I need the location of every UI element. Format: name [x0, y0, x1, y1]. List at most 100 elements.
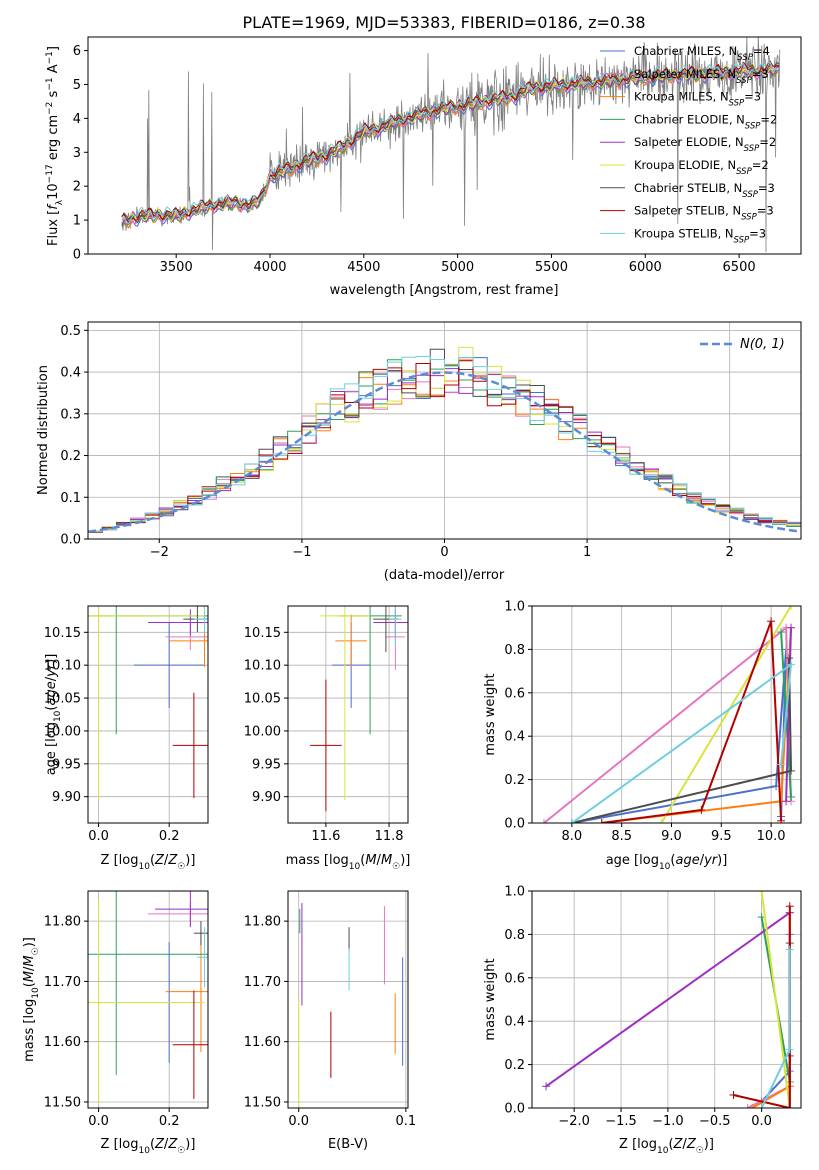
label-part: 10 [138, 862, 150, 872]
legend-entry: Chabrier STELIB, NSSP=3 [634, 181, 775, 200]
x-tick-label: −1.0 [652, 1114, 684, 1129]
label-part: yr [703, 853, 719, 868]
y-tick-label: 10.10 [44, 659, 81, 674]
x-tick-label: 4000 [253, 260, 286, 275]
y-tick-label: 1.0 [504, 885, 525, 900]
legend-text: Kroupa STELIB, N [634, 226, 734, 240]
weight_vs_age-panel: 8.0 8.5 9.0 9.5 10.0 0.0 0.2 0.4 0.6 0.8 1.0 [504, 600, 802, 844]
x-tick-label: 0 [440, 545, 448, 560]
y-tick-label: 1 [73, 214, 81, 229]
label-part: −1 [45, 51, 55, 64]
y-tick-label: 0.4 [60, 366, 81, 381]
label-part: ( [668, 1137, 673, 1152]
errorbar-point [172, 990, 208, 1099]
label-part: mass [log [286, 853, 349, 868]
plot-content [88, 606, 208, 800]
y-tick-label: 0.2 [60, 449, 81, 464]
x-tick-label: 1 [583, 545, 591, 560]
x-tick-label: 6000 [629, 260, 662, 275]
legend-tail: =3 [749, 226, 766, 240]
legend-entry: Kroupa MILES, NSSP=3 [634, 90, 761, 109]
legend-text: Kroupa ELODIE, N [634, 158, 736, 172]
y-tick-label: 3 [73, 146, 81, 161]
y-tick-label: 10.15 [244, 626, 281, 641]
label-part: 10 [31, 987, 41, 999]
axes-frame [87, 36, 802, 255]
y-tick-label: 0.3 [60, 407, 81, 422]
errorbar-point [88, 900, 205, 1105]
normal-curve [88, 371, 801, 533]
legend-sub: SSP [742, 190, 758, 200]
label-part: Z [686, 1137, 697, 1152]
legend-sub: SSP [734, 235, 750, 245]
x-tick-label: −0.5 [699, 1114, 731, 1129]
y-tick-label: 10.05 [244, 692, 281, 707]
label-part: λ [55, 199, 65, 205]
legend-text: Chabrier ELODIE, N [634, 112, 745, 126]
legend-text: Chabrier MILES, N [634, 44, 737, 58]
x-tick-label: 0.0 [88, 1114, 109, 1129]
legend-sub: SSP [741, 213, 757, 223]
y-tick-label: 1.0 [504, 600, 525, 615]
legend-text: Salpeter STELIB, N [634, 204, 741, 218]
errorbar-point [389, 606, 402, 646]
x-axis-label: Z [log10(Z/Z☉)] [619, 1137, 714, 1156]
plot-area [288, 891, 408, 1108]
label-part: )] [704, 1137, 714, 1152]
y-tick-label: 0.8 [504, 643, 525, 658]
label-part: mass [log [22, 999, 37, 1062]
x-tick-label: 11.8 [375, 829, 404, 844]
x-axis-label: age [log10(age/yr)] [606, 853, 728, 872]
x-tick-label: 9.5 [711, 829, 732, 844]
y-tick-label: 9.95 [252, 757, 281, 772]
y-tick-label: 9.90 [52, 790, 81, 805]
plot-area [532, 606, 801, 823]
errorbar-point [319, 606, 371, 800]
label-part: / [682, 1137, 687, 1152]
label-part: M [22, 955, 37, 966]
y-tick-label: 0.8 [504, 928, 525, 943]
age_vs_Z-panel: 0.0 0.2 9.90 9.95 10.00 10.05 10.10 10.15 [44, 605, 209, 844]
legend-text: Chabrier STELIB, N [634, 181, 742, 195]
label-part: age [675, 853, 699, 868]
label-part: )] [22, 937, 37, 947]
label-part: age [log [44, 722, 59, 775]
mass-ebv-panel: 0.0 0.1 11.50 11.60 11.70 11.80 [244, 890, 416, 1129]
legend-text: Kroupa MILES, N [634, 90, 729, 104]
y-tick-label: 11.50 [44, 1095, 81, 1110]
label-part: age [log [606, 853, 659, 868]
label-part: M [381, 853, 392, 868]
axes-frame [87, 890, 209, 1109]
label-part: Z [154, 1137, 165, 1152]
x-axis-label: mass [log10(M/M☉)] [286, 853, 411, 872]
label-part: 10 [349, 862, 361, 872]
label-part: ☉ [392, 862, 400, 872]
label-part: / [44, 676, 59, 681]
label-part: )] [400, 853, 410, 868]
errorbar-point [165, 931, 208, 1052]
label-part: )] [44, 654, 59, 664]
label-part: Z [167, 853, 178, 868]
plot-content [121, 37, 781, 253]
label-part: ( [670, 853, 675, 868]
label-part: −1 [45, 77, 55, 90]
legend-sub: SSP [744, 144, 760, 154]
weight_vs_Z-panel: −2.0 −1.5 −1.0 −0.5 0.0 0.0 0.2 0.4 0.6 0.8 1.0 [504, 885, 802, 1129]
label-part: Z [log [619, 1137, 657, 1152]
y-tick-label: 0.0 [504, 817, 525, 832]
legend-tail: =2 [759, 135, 776, 149]
legend-sub: SSP [745, 121, 761, 131]
x-tick-label: 10.0 [757, 829, 786, 844]
x-tick-label: 6500 [723, 260, 756, 275]
label-part: / [700, 853, 705, 868]
y-tick-label: 2 [73, 180, 81, 195]
x-axis-label: (data-model)/error [384, 568, 505, 583]
model-spectrum-chabrier-elodie [121, 63, 780, 227]
errorbar-point [155, 891, 208, 928]
y-tick-label: 10.15 [44, 626, 81, 641]
y-tick-label: 0.2 [504, 773, 525, 788]
legend-tail: =2 [760, 112, 777, 126]
x-tick-label: 8.5 [611, 829, 632, 844]
